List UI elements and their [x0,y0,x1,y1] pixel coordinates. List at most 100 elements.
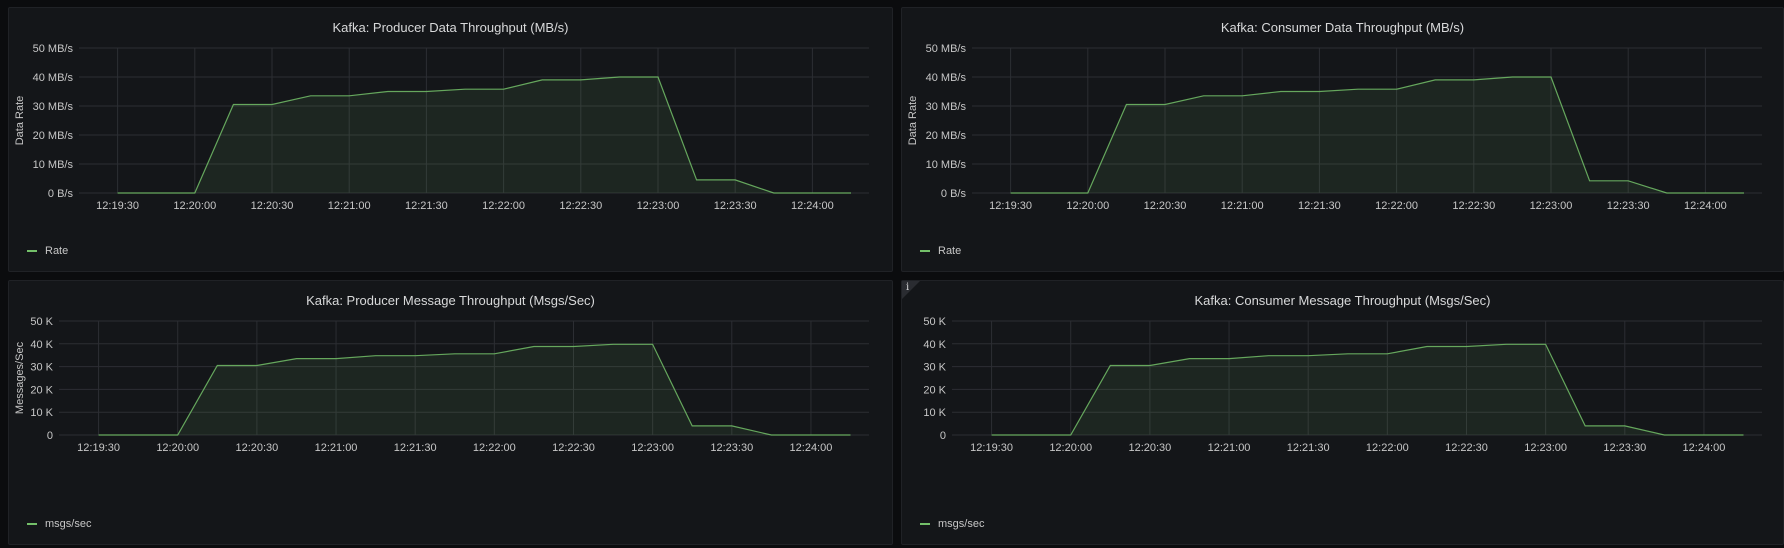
info-icon[interactable]: i [902,281,920,299]
y-tick-label: 30 MB/s [33,101,74,113]
y-tick-label: 50 K [923,316,946,328]
y-tick-label: 30 K [30,362,53,374]
x-tick-label: 12:19:30 [989,200,1032,212]
y-tick-label: 20 MB/s [926,130,967,142]
y-tick-label: 50 MB/s [926,43,967,55]
y-tick-label: 40 MB/s [33,72,74,84]
y-tick-label: 0 B/s [48,188,74,200]
legend-swatch [920,523,930,525]
legend-swatch [27,250,37,252]
chart-consumer-message-throughput: 0 10 K 20 K 30 K 40 K 50 K 12:19:30 12:20:00 12:… [923,316,1762,454]
x-tick-label: 12:24:00 [790,442,833,454]
series-area [991,344,1744,435]
x-tick-label: 12:23:00 [1530,200,1573,212]
x-tick-label: 12:20:30 [1128,442,1171,454]
y-tick-label: 20 K [30,384,53,396]
x-tick-label: 12:21:30 [394,442,437,454]
series-line [98,343,851,436]
y-axis-label: Messages/Sec [14,341,26,414]
x-tick-label: 12:21:30 [1298,200,1341,212]
legend[interactable]: Rate [920,245,961,257]
series-area [117,77,852,193]
x-tick-label: 12:20:00 [173,200,216,212]
legend-label: Rate [938,245,962,257]
x-tick-label: 12:23:00 [1524,442,1567,454]
y-tick-label: 30 MB/s [926,101,967,113]
chart-producer-message-throughput: 0 10 K 20 K 30 K 40 K 50 K 12:19:30 12:20:00 12:… [14,316,869,454]
x-tick-label: 12:22:00 [482,200,525,212]
x-tick-label: 12:22:00 [473,442,516,454]
x-tick-label: 12:19:30 [970,442,1013,454]
x-tick-label: 12:22:30 [559,200,602,212]
x-tick-label: 12:20:30 [235,442,278,454]
panel-producer-message-throughput[interactable]: Kafka: Producer Message Throughput (Msgs… [8,280,893,545]
y-tick-label: 50 K [30,316,53,328]
legend-label: Rate [45,245,69,257]
x-tick-label: 12:24:00 [791,200,834,212]
x-tick-label: 12:20:30 [1144,200,1187,212]
x-tick-label: 12:19:30 [77,442,120,454]
info-icon-glyph: i [906,282,910,293]
x-tick-label: 12:20:00 [1049,442,1092,454]
x-tick-label: 12:22:30 [1445,442,1488,454]
panel-consumer-message-throughput[interactable]: i Kafka: Consumer Message Throughput (Ms… [901,280,1784,545]
y-tick-label: 0 [940,430,946,442]
y-tick-label: 20 MB/s [33,130,74,142]
x-tick-label: 12:22:30 [552,442,595,454]
legend[interactable]: msgs/sec [27,518,91,530]
x-tick-label: 12:20:00 [156,442,199,454]
x-tick-label: 12:20:30 [251,200,294,212]
legend-label: msgs/sec [938,518,985,530]
series-line [1010,76,1744,194]
y-tick-label: 50 MB/s [33,43,74,55]
chart-consumer-data-throughput: 0 B/s 10 MB/s 20 MB/s 30 MB/s 40 MB/s 50 MB/s… [907,43,1762,212]
legend[interactable]: Rate [27,245,68,257]
y-axis-label: Data Rate [907,96,919,146]
x-tick-label: 12:23:30 [1607,200,1650,212]
y-tick-label: 10 K [923,407,946,419]
y-tick-label: 30 K [923,362,946,374]
series-area [1010,77,1744,193]
series-area [98,344,851,435]
y-tick-label: 10 MB/s [926,159,967,171]
x-tick-label: 12:24:00 [1684,200,1727,212]
legend-swatch [27,523,37,525]
y-tick-label: 20 K [923,384,946,396]
legend-label: msgs/sec [45,518,92,530]
y-tick-label: 40 MB/s [926,72,967,84]
y-tick-label: 0 [47,430,53,442]
x-tick-label: 12:21:00 [1208,442,1251,454]
panel-title[interactable]: Kafka: Producer Message Throughput (Msgs… [306,293,595,308]
panel-producer-data-throughput[interactable]: Kafka: Producer Data Throughput (MB/s) 0… [8,7,893,272]
panel-consumer-data-throughput[interactable]: Kafka: Consumer Data Throughput (MB/s) 0… [901,7,1784,272]
x-tick-label: 12:20:00 [1066,200,1109,212]
x-tick-label: 12:21:30 [1287,442,1330,454]
x-tick-label: 12:22:00 [1366,442,1409,454]
panel-title[interactable]: Kafka: Producer Data Throughput (MB/s) [332,20,569,35]
legend-swatch [920,250,930,252]
y-tick-label: 10 K [30,407,53,419]
legend[interactable]: msgs/sec [920,518,984,530]
x-tick-label: 12:19:30 [96,200,139,212]
panel-title[interactable]: Kafka: Consumer Message Throughput (Msgs… [1194,293,1491,308]
x-tick-label: 12:23:30 [1603,442,1646,454]
x-tick-label: 12:24:00 [1683,442,1726,454]
x-tick-label: 12:21:30 [405,200,448,212]
x-tick-label: 12:23:00 [631,442,674,454]
x-tick-label: 12:21:00 [1221,200,1264,212]
panel-title[interactable]: Kafka: Consumer Data Throughput (MB/s) [1220,20,1465,35]
x-tick-label: 12:21:00 [328,200,371,212]
x-tick-label: 12:23:00 [637,200,680,212]
y-tick-label: 40 K [923,339,946,351]
x-tick-label: 12:21:00 [315,442,358,454]
chart-producer-data-throughput: 0 B/s 10 MB/s 20 MB/s 30 MB/s 40 MB/s 50 MB/s… [14,43,869,212]
y-tick-label: 10 MB/s [33,159,74,171]
x-tick-label: 12:23:30 [710,442,753,454]
info-corner-shape [902,281,920,299]
series-line [991,343,1744,436]
series-line [117,76,851,194]
x-tick-label: 12:22:30 [1452,200,1495,212]
x-tick-label: 12:22:00 [1375,200,1418,212]
x-tick-label: 12:23:30 [714,200,757,212]
y-tick-label: 40 K [30,339,53,351]
